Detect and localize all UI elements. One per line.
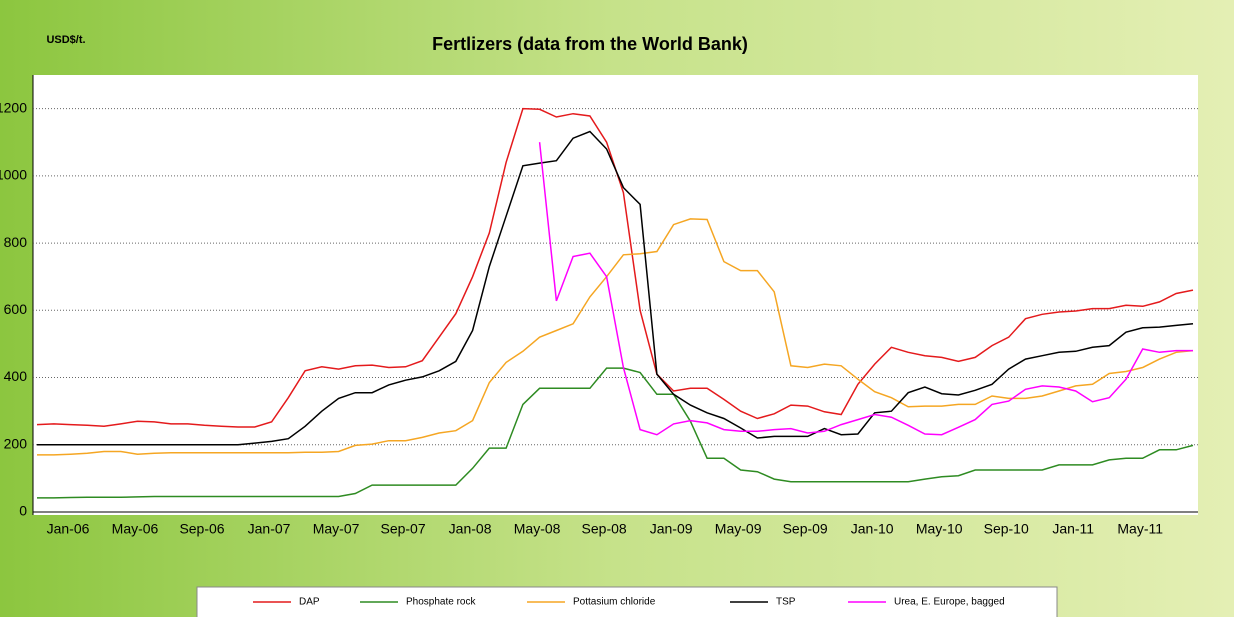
- y-tick-label: 400: [4, 368, 28, 384]
- x-tick-label: Jan-10: [851, 521, 894, 537]
- x-tick-label: May-07: [313, 521, 360, 537]
- x-tick-label: Jan-07: [248, 521, 291, 537]
- chart-title: Fertlizers (data from the World Bank): [432, 34, 748, 54]
- y-tick-label: 200: [4, 435, 28, 451]
- data-line: [37, 130, 1194, 446]
- y-tick-label: 800: [4, 234, 28, 250]
- x-tick-label: Sep-07: [380, 521, 425, 537]
- x-tick-label: Jan-11: [1052, 521, 1094, 537]
- x-tick-label: May-08: [514, 521, 561, 537]
- data-line: [37, 218, 1194, 456]
- x-tick-label: Sep-09: [783, 521, 828, 537]
- x-tick-label: May-10: [916, 521, 963, 537]
- x-tick-label: Sep-06: [179, 521, 224, 537]
- x-tick-label: Jan-06: [47, 521, 90, 537]
- y-tick-label: 0: [19, 503, 27, 519]
- y-axis-label: USD$/t.: [46, 34, 85, 46]
- plot-area: [33, 75, 1198, 515]
- x-tick-label: May-09: [715, 521, 762, 537]
- legend-label: Urea, E. Europe, bagged: [894, 597, 1005, 608]
- x-tick-label: Jan-08: [449, 521, 492, 537]
- y-tick-label: 1000: [0, 167, 27, 183]
- x-tick-label: May-06: [112, 521, 159, 537]
- x-tick-label: Jan-09: [650, 521, 693, 537]
- legend-label: TSP: [776, 597, 796, 608]
- data-line: [37, 367, 1194, 499]
- x-tick-label: Sep-10: [984, 521, 1029, 537]
- y-tick-label: 1200: [0, 99, 27, 115]
- x-tick-label: May-11: [1117, 521, 1163, 537]
- legend-label: Pottasium chloride: [573, 597, 656, 608]
- legend-label: Phosphate rock: [406, 597, 476, 608]
- legend-label: DAP: [299, 597, 320, 608]
- data-line: [538, 142, 1193, 436]
- legend-box: [196, 586, 1058, 622]
- y-tick-label: 600: [4, 301, 28, 317]
- x-tick-label: Sep-08: [582, 521, 627, 537]
